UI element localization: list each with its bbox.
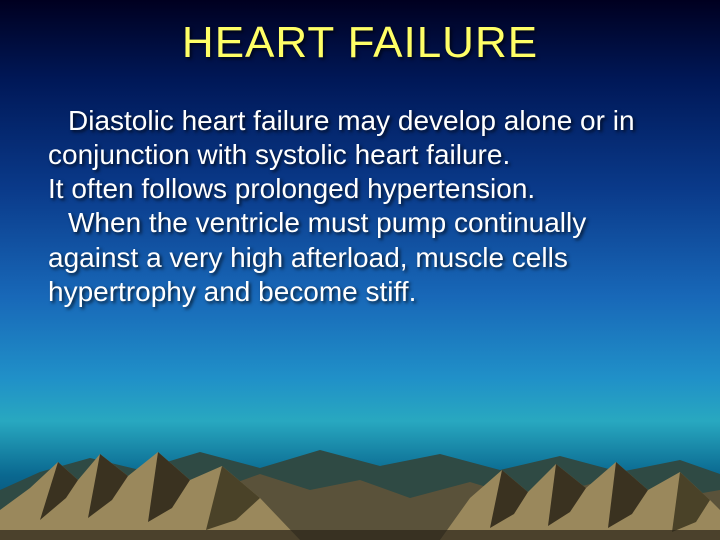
paragraph-3: When the ventricle must pump continually… <box>48 206 666 308</box>
slide-title: HEART FAILURE <box>0 18 720 68</box>
slide: HEART FAILURE Diastolic heart failure ma… <box>0 0 720 540</box>
slide-body: Diastolic heart failure may develop alon… <box>48 104 666 309</box>
mountain-decoration <box>0 380 720 540</box>
paragraph-2: It often follows prolonged hypertension. <box>48 172 666 206</box>
paragraph-1: Diastolic heart failure may develop alon… <box>48 104 666 172</box>
